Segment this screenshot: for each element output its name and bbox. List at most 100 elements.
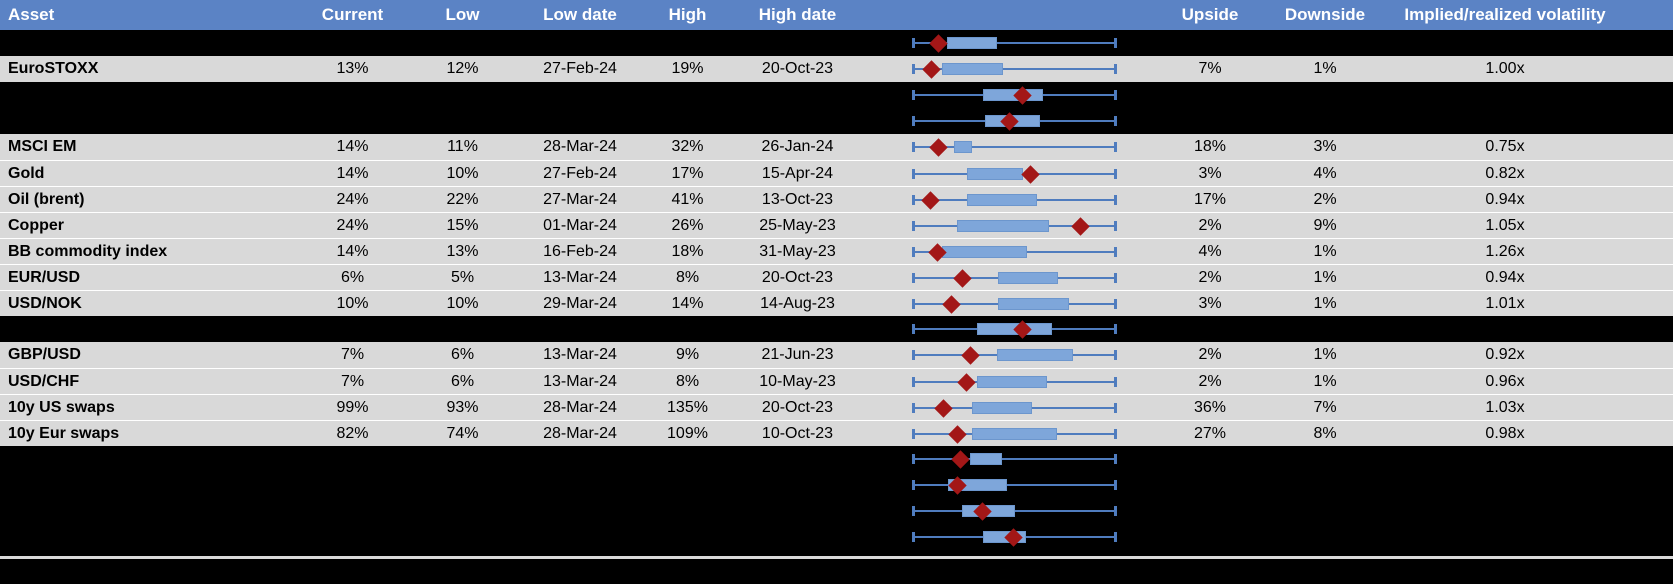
upside-value: 2% [1198,216,1222,234]
footer-black-strip [0,550,1673,556]
whisker-cap-left [912,116,915,126]
upside-value: 17% [1193,190,1227,208]
high-value: 14% [671,294,704,312]
whisker-cap-left [912,142,915,152]
asset-name: 10y Eur swaps [8,424,120,442]
whisker-cap-left [912,90,915,100]
current-value: 24% [336,216,369,234]
whisker-cap-left [912,377,915,387]
low-date: 13-Mar-24 [543,372,617,390]
whisker-cap-left [912,350,915,360]
implied-realized-ratio: 0.82x [1485,164,1525,182]
asset-row: USD/NOK 10% 10% 29-Mar-24 14% 14-Aug-23 3% 1% 1.… [0,290,1673,316]
footer-divider-line [0,556,1673,559]
header-cell-asset: Asset [8,5,55,24]
whisker-cap-right [1114,169,1117,179]
current-value: 14% [336,242,369,260]
current-value-diamond-icon [1020,164,1040,184]
current-value-diamond-icon [928,33,948,53]
range-boxplot [870,161,1160,186]
implied-realized-ratio: 1.05x [1485,216,1525,234]
implied-realized-ratio: 0.94x [1485,268,1525,286]
whisker-line [912,68,1117,70]
high-value: 32% [671,138,704,155]
upside-value: 3% [1198,164,1222,182]
asset-row: USD/CHF 7% 6% 13-Mar-24 8% 10-May-23 2% 1% 0.96x [0,368,1673,394]
implied-realized-ratio: 0.92x [1485,346,1525,363]
implied-realized-ratio: 1.03x [1485,398,1525,416]
downside-value: 9% [1313,216,1337,234]
range-boxplot [870,421,1160,446]
downside-value: 8% [1313,424,1337,442]
table-header-row: Asset Current Low Low date High High dat… [0,0,1673,30]
implied-realized-ratio: 0.94x [1485,190,1525,208]
whisker-cap-right [1114,221,1117,231]
whisker-cap-right [1114,142,1117,152]
upside-value: 2% [1198,372,1222,390]
high-value: 17% [671,164,704,182]
whisker-cap-right [1114,247,1117,257]
implied-realized-ratio: 0.98x [1485,424,1525,442]
high-date: 31-May-23 [759,242,836,260]
header-cell-current: Current [321,5,384,24]
current-value: 10% [336,294,369,312]
range-boxplot [870,239,1160,264]
whisker-cap-left [912,169,915,179]
whisker-cap-right [1114,377,1117,387]
redacted-row [0,316,1673,342]
high-date: 20-Oct-23 [761,60,834,77]
range-box [998,272,1058,284]
asset-name: 10y US swaps [8,398,115,416]
whisker-cap-left [912,506,915,516]
asset-row: Copper 24% 15% 01-Mar-24 26% 25-May-23 2% 9% 1.0… [0,212,1673,238]
high-date: 14-Aug-23 [760,294,835,312]
range-box [957,220,1049,232]
range-box [941,63,1003,75]
upside-value: 4% [1198,242,1222,260]
current-value: 7% [340,372,365,390]
low-date: 13-Mar-24 [543,268,617,286]
high-value: 109% [667,424,708,442]
range-box [966,168,1023,180]
range-boxplot [870,395,1160,420]
range-boxplot [870,30,1160,56]
header-cell-low-date: Low date [543,5,617,24]
range-box [998,298,1070,310]
whisker-cap-right [1114,350,1117,360]
range-box [954,141,973,153]
whisker-cap-right [1114,64,1117,74]
header-cell-high: High [668,5,707,24]
redacted-row [0,30,1673,56]
high-value: 9% [675,346,700,363]
range-box [946,37,998,49]
high-value: 18% [671,242,704,260]
asset-row: BB commodity index 14% 13% 16-Feb-24 18% 31-M… [0,238,1673,264]
upside-value: 2% [1198,346,1222,363]
redacted-row [0,472,1673,498]
high-date: 15-Apr-24 [761,164,834,182]
low-value: 93% [446,398,479,416]
asset-row: 10y US swaps 99% 93% 28-Mar-24 135% 20-Oct-23… [0,394,1673,420]
whisker-cap-right [1114,195,1117,205]
range-boxplot [870,108,1160,134]
whisker-cap-left [912,480,915,490]
high-date: 13-Oct-23 [761,190,834,208]
range-box [970,453,1002,465]
current-value-diamond-icon [922,59,941,79]
low-date: 29-Mar-24 [543,294,617,312]
whisker-cap-left [912,195,915,205]
whisker-cap-right [1114,480,1117,490]
redacted-row [0,498,1673,524]
whisker-cap-right [1114,90,1117,100]
whisker-cap-right [1114,38,1117,48]
whisker-cap-left [912,454,915,464]
asset-row: EUR/USD 6% 5% 13-Mar-24 8% 20-Oct-23 2% 1% 0.94x [0,264,1673,290]
asset-name: Gold [8,164,45,182]
low-value: 10% [446,164,479,182]
whisker-cap-right [1114,506,1117,516]
low-date: 01-Mar-24 [543,216,617,234]
low-value: 5% [450,268,475,286]
low-value: 6% [450,346,475,363]
whisker-cap-right [1114,429,1117,439]
implied-realized-ratio: 0.96x [1485,372,1525,390]
